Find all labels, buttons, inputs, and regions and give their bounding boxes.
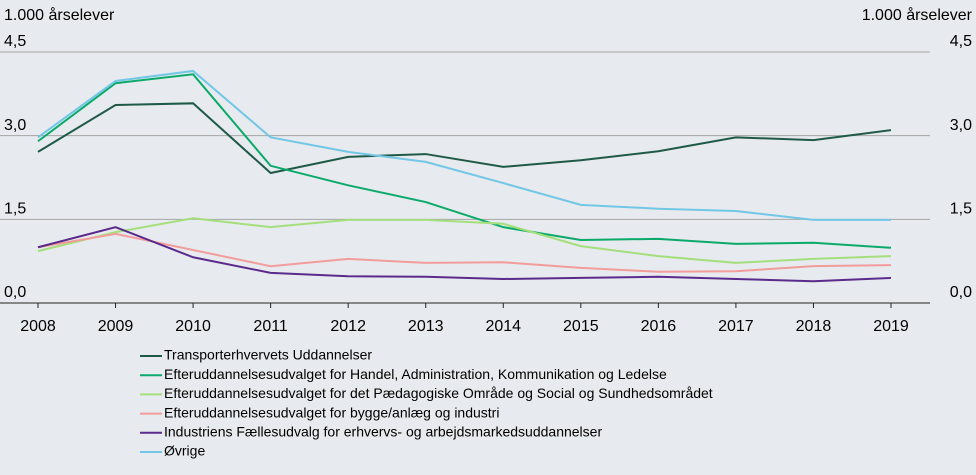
y2-tick-label: 0,0 [950, 284, 972, 301]
x-tick-label: 2018 [796, 318, 832, 335]
x-tick-label: 2014 [485, 318, 521, 335]
legend-label: Efteruddannelsesudvalget for det Pædagog… [164, 385, 713, 401]
legend-label: Øvrige [164, 443, 205, 459]
y2-axis-label: 1.000 årselever [862, 6, 973, 24]
legend-label: Efteruddannelsesudvalget for Handel, Adm… [164, 366, 667, 382]
x-tick-label: 2010 [175, 318, 211, 335]
x-tick-label: 2017 [718, 318, 754, 335]
y-tick-label: 3,0 [4, 117, 26, 134]
y2-tick-label: 1,5 [950, 201, 972, 218]
y2-tick-label: 4,5 [950, 33, 972, 50]
x-tick-label: 2008 [20, 318, 56, 335]
x-tick-label: 2009 [98, 318, 134, 335]
series-line [37, 73, 892, 249]
y-tick-label: 1,5 [4, 201, 26, 218]
y-axis-label: 1.000 årselever [4, 6, 115, 24]
series-line [37, 102, 892, 175]
x-tick-label: 2019 [873, 318, 909, 335]
y-tick-label: 4,5 [4, 33, 26, 50]
x-tick-label: 2012 [330, 318, 366, 335]
x-tick-label: 2015 [563, 318, 599, 335]
legend-label: Transporterhvervets Uddannelser [164, 347, 372, 363]
series-line [37, 232, 892, 273]
legend-label: Industriens Fællesudvalg for erhvervs- o… [164, 424, 602, 440]
y-tick-label: 0,0 [4, 284, 26, 301]
series-line [37, 217, 892, 264]
series-line [37, 226, 892, 283]
series-line [37, 69, 891, 221]
y2-tick-label: 3,0 [950, 117, 972, 134]
legend-label: Efteruddannelsesudvalget for bygge/anlæg… [164, 404, 499, 420]
x-tick-label: 2013 [408, 318, 444, 335]
x-tick-label: 2016 [641, 318, 677, 335]
x-tick-label: 2011 [253, 318, 288, 335]
